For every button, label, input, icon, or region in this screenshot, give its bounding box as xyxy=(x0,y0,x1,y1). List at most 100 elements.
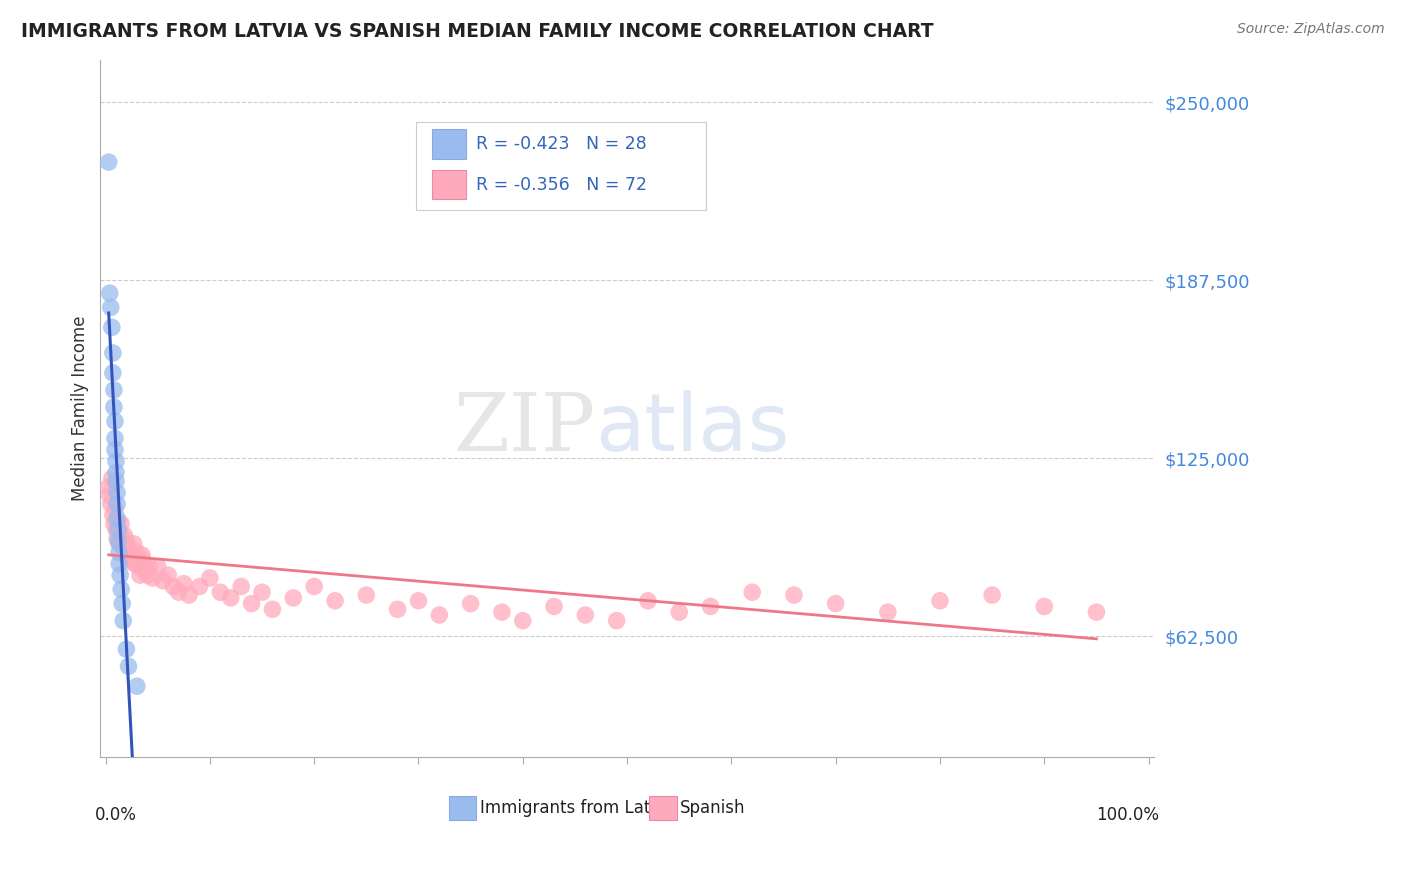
FancyBboxPatch shape xyxy=(416,122,706,210)
Point xyxy=(101,508,124,523)
Point xyxy=(699,599,721,614)
Point xyxy=(219,591,242,605)
Point xyxy=(105,454,128,468)
Point xyxy=(98,488,121,502)
Point xyxy=(117,542,139,557)
Point xyxy=(108,568,131,582)
Point xyxy=(408,593,430,607)
Point xyxy=(125,679,148,693)
Point xyxy=(606,614,628,628)
Point xyxy=(105,474,128,488)
Point xyxy=(128,559,150,574)
Point xyxy=(101,471,124,485)
Point xyxy=(125,545,148,559)
Point xyxy=(101,366,124,380)
Point xyxy=(100,497,122,511)
Point xyxy=(129,568,152,582)
Point xyxy=(134,562,156,576)
Point xyxy=(111,533,134,548)
Point xyxy=(114,545,136,559)
Point xyxy=(108,525,131,540)
Point xyxy=(136,568,159,582)
Point xyxy=(112,528,135,542)
Point xyxy=(162,580,184,594)
Point xyxy=(132,554,155,568)
FancyBboxPatch shape xyxy=(449,796,477,820)
Point xyxy=(157,568,180,582)
Point xyxy=(152,574,174,588)
Point xyxy=(105,497,128,511)
Point xyxy=(108,557,131,571)
Point xyxy=(105,485,128,500)
Point xyxy=(100,301,122,315)
Text: R = -0.356   N = 72: R = -0.356 N = 72 xyxy=(477,176,647,194)
Point xyxy=(198,571,221,585)
Point xyxy=(141,571,163,585)
Point xyxy=(117,659,139,673)
Point xyxy=(104,502,127,516)
Point xyxy=(115,533,138,548)
Point xyxy=(111,597,134,611)
Point xyxy=(209,585,232,599)
Point xyxy=(105,523,128,537)
FancyBboxPatch shape xyxy=(432,169,465,199)
Point xyxy=(262,602,284,616)
Text: atlas: atlas xyxy=(596,391,790,468)
Point xyxy=(981,588,1004,602)
Point xyxy=(112,540,135,554)
Point xyxy=(117,551,139,566)
Point xyxy=(121,548,143,562)
Point xyxy=(323,593,346,607)
Text: 0.0%: 0.0% xyxy=(96,806,136,824)
Point xyxy=(167,585,190,599)
Point xyxy=(668,605,690,619)
Point xyxy=(110,582,132,597)
Point xyxy=(460,597,482,611)
Point xyxy=(1033,599,1056,614)
Text: ZIP: ZIP xyxy=(454,391,596,468)
Text: IMMIGRANTS FROM LATVIA VS SPANISH MEDIAN FAMILY INCOME CORRELATION CHART: IMMIGRANTS FROM LATVIA VS SPANISH MEDIAN… xyxy=(21,22,934,41)
Text: Spanish: Spanish xyxy=(679,798,745,817)
Text: Source: ZipAtlas.com: Source: ZipAtlas.com xyxy=(1237,22,1385,37)
Point xyxy=(741,585,763,599)
Point xyxy=(173,576,195,591)
Point xyxy=(101,346,124,360)
Point xyxy=(105,466,128,480)
Point xyxy=(107,523,129,537)
Point xyxy=(105,531,128,545)
Point xyxy=(177,588,200,602)
Point xyxy=(97,480,120,494)
Point xyxy=(250,585,273,599)
Point xyxy=(104,442,127,457)
Point xyxy=(118,554,141,568)
Point xyxy=(188,580,211,594)
FancyBboxPatch shape xyxy=(432,129,465,159)
Point xyxy=(115,642,138,657)
Point xyxy=(231,580,253,594)
Point xyxy=(98,286,121,301)
Point xyxy=(108,537,131,551)
Point xyxy=(146,559,169,574)
Point xyxy=(574,607,596,622)
Y-axis label: Median Family Income: Median Family Income xyxy=(72,316,89,501)
Point xyxy=(104,431,127,445)
Point xyxy=(112,614,135,628)
Point xyxy=(783,588,806,602)
Point xyxy=(491,605,513,619)
Point xyxy=(107,533,129,548)
Point xyxy=(876,605,898,619)
Point xyxy=(356,588,378,602)
Point xyxy=(824,597,846,611)
Point xyxy=(131,548,153,562)
Point xyxy=(97,155,120,169)
Point xyxy=(108,545,131,559)
Point xyxy=(512,614,534,628)
Point xyxy=(929,593,952,607)
Point xyxy=(105,511,128,525)
Point xyxy=(427,607,450,622)
FancyBboxPatch shape xyxy=(650,796,676,820)
Point xyxy=(543,599,565,614)
Point xyxy=(637,593,659,607)
Point xyxy=(122,537,145,551)
Text: Immigrants from Latvia: Immigrants from Latvia xyxy=(479,798,675,817)
